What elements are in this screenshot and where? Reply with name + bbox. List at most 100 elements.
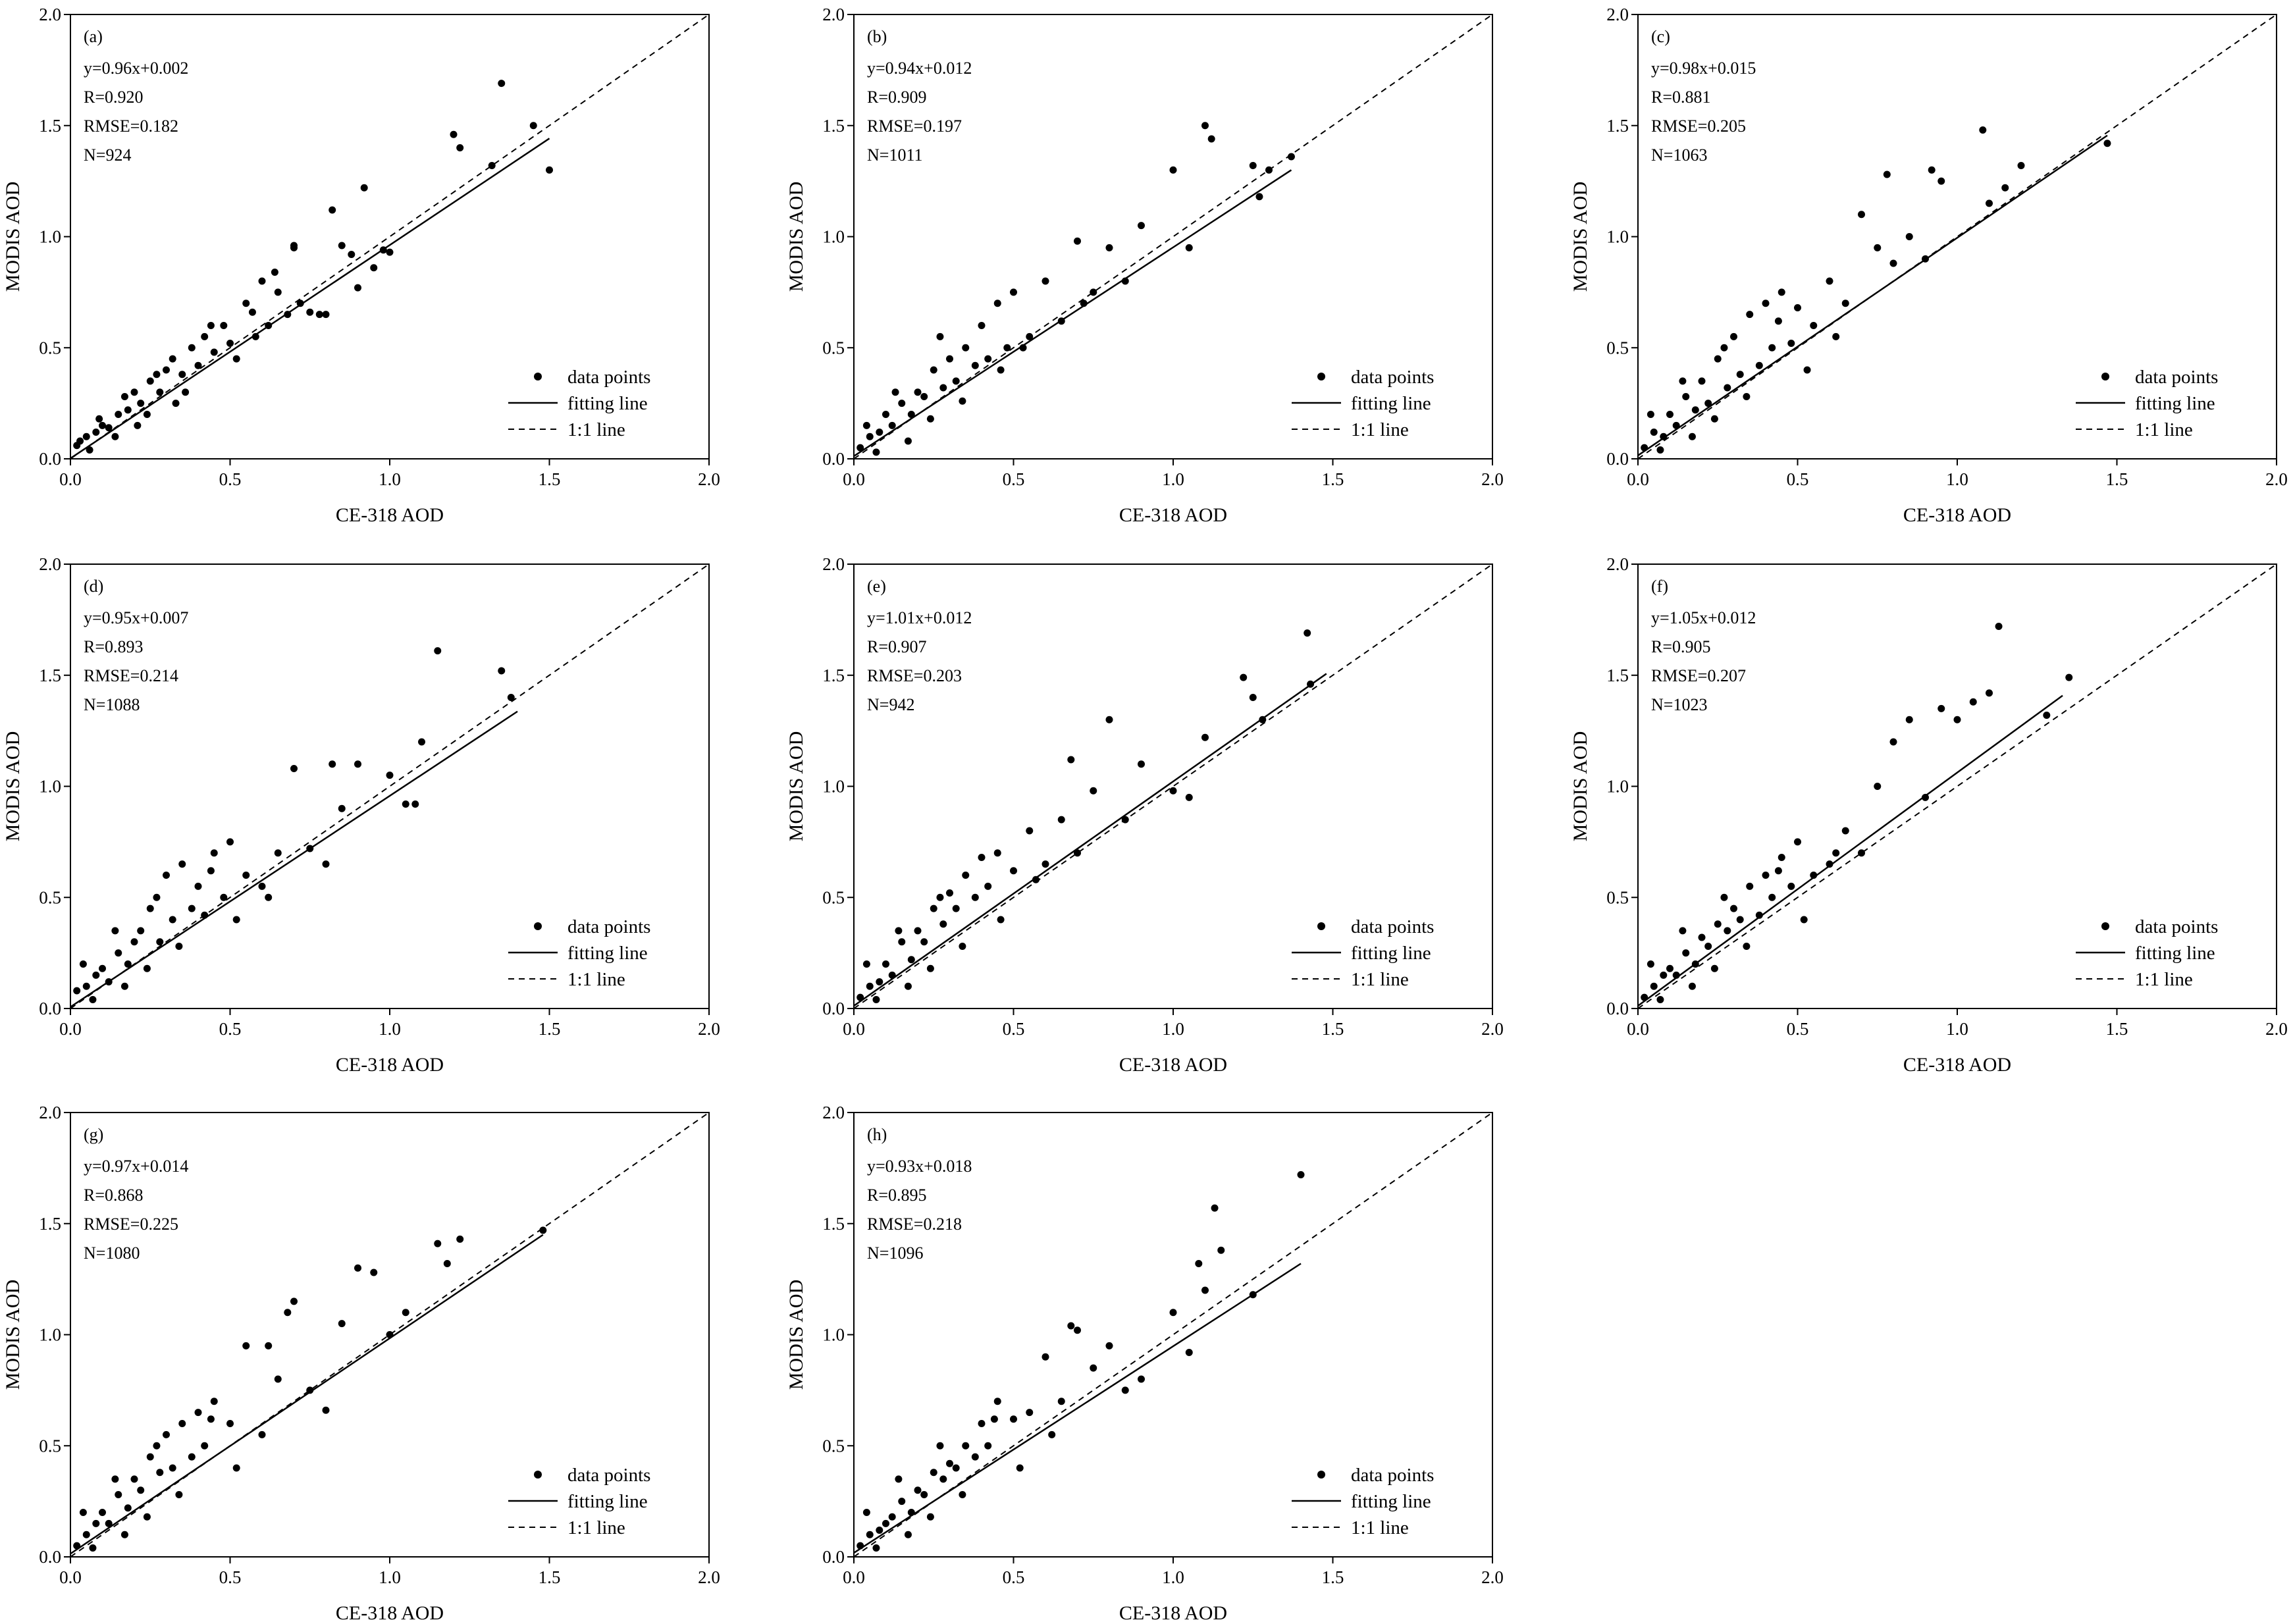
data-point bbox=[338, 242, 346, 249]
x-tick-label: 1.5 bbox=[539, 1567, 561, 1587]
data-point bbox=[895, 927, 903, 935]
data-point bbox=[354, 760, 361, 768]
data-point bbox=[210, 849, 218, 857]
data-point bbox=[904, 437, 912, 445]
regression-equation: y=0.96x+0.002 bbox=[84, 59, 188, 78]
data-point bbox=[936, 893, 944, 901]
data-point bbox=[207, 1415, 215, 1423]
y-tick-label: 0.5 bbox=[1606, 338, 1629, 357]
data-point bbox=[82, 1531, 90, 1538]
data-point bbox=[1774, 317, 1782, 325]
data-point bbox=[1704, 400, 1712, 407]
rmse-value: RMSE=0.225 bbox=[84, 1215, 178, 1234]
scatter-panel-h: 0.0 0.5 1.0 1.5 2.0 0.0 0.5 1.0 1.5 2.0 CE-318 AOD… bbox=[785, 1103, 1504, 1624]
data-point bbox=[156, 388, 164, 396]
y-tick-label: 1.0 bbox=[822, 777, 845, 797]
data-point bbox=[290, 1297, 298, 1305]
data-point bbox=[82, 432, 90, 440]
data-point bbox=[1826, 860, 1833, 868]
x-tick-label: 1.0 bbox=[379, 1567, 401, 1587]
correlation-r: R=0.868 bbox=[84, 1186, 144, 1205]
data-point bbox=[1650, 982, 1658, 990]
legend-point-marker bbox=[534, 373, 542, 380]
legend-one-to-one: 1:1 line bbox=[567, 969, 625, 990]
data-point bbox=[169, 916, 176, 924]
panel-label: (b) bbox=[867, 27, 887, 46]
correlation-r: R=0.907 bbox=[867, 637, 927, 656]
data-point bbox=[1979, 126, 1987, 134]
data-point bbox=[984, 1442, 992, 1450]
data-point bbox=[914, 927, 922, 935]
data-point bbox=[1928, 166, 1936, 174]
data-point bbox=[872, 1544, 880, 1552]
y-tick-label: 1.0 bbox=[39, 777, 61, 797]
sample-count: N=1088 bbox=[84, 695, 140, 714]
data-point bbox=[997, 916, 1005, 924]
data-point bbox=[1704, 943, 1712, 950]
data-point bbox=[2017, 162, 2025, 169]
y-tick-label: 0.5 bbox=[39, 1436, 61, 1455]
data-point bbox=[386, 248, 394, 256]
data-point bbox=[1787, 340, 1795, 347]
data-point bbox=[251, 332, 259, 340]
legend-point-marker bbox=[534, 1471, 542, 1479]
data-point bbox=[210, 348, 218, 356]
data-point bbox=[926, 415, 934, 423]
data-point bbox=[1720, 893, 1728, 901]
one-to-one-line bbox=[853, 1112, 1493, 1558]
x-tick-label: 1.0 bbox=[1946, 469, 1968, 489]
data-point bbox=[1730, 332, 1737, 340]
x-tick-label: 0.5 bbox=[1003, 1019, 1025, 1039]
data-point bbox=[1883, 170, 1891, 178]
rmse-value: RMSE=0.218 bbox=[867, 1215, 962, 1234]
data-point bbox=[498, 667, 506, 675]
data-point bbox=[1937, 704, 1945, 712]
data-point bbox=[1255, 193, 1263, 201]
one-to-one-line bbox=[853, 14, 1493, 459]
x-tick-label: 0.5 bbox=[1787, 1019, 1809, 1039]
data-point bbox=[370, 264, 378, 272]
x-tick-label: 0.0 bbox=[843, 1019, 865, 1039]
data-point bbox=[2043, 712, 2051, 719]
y-tick-label: 1.5 bbox=[822, 666, 845, 685]
data-point bbox=[895, 1475, 903, 1483]
data-point bbox=[959, 397, 966, 405]
data-point bbox=[434, 647, 442, 655]
data-point bbox=[898, 1498, 906, 1506]
data-point bbox=[914, 1486, 922, 1494]
data-point bbox=[962, 1442, 970, 1450]
data-point bbox=[95, 415, 103, 423]
fitting-line bbox=[1637, 694, 2063, 1007]
data-point bbox=[306, 1386, 314, 1394]
data-point bbox=[1787, 882, 1795, 890]
legend-data-points: data points bbox=[567, 1465, 650, 1486]
y-tick-label: 2.0 bbox=[822, 554, 845, 574]
regression-equation: y=0.98x+0.015 bbox=[1651, 59, 1756, 78]
data-point bbox=[1026, 332, 1034, 340]
data-point bbox=[1714, 920, 1722, 928]
legend-point-marker bbox=[2101, 922, 2109, 930]
regression-equation: y=0.97x+0.014 bbox=[84, 1157, 188, 1176]
data-point bbox=[2103, 140, 2111, 147]
data-point bbox=[1201, 1286, 1209, 1294]
legend-one-to-one: 1:1 line bbox=[1351, 1517, 1409, 1538]
data-point bbox=[914, 388, 922, 396]
data-point bbox=[1217, 1246, 1225, 1254]
data-point bbox=[936, 332, 944, 340]
x-tick-label: 1.5 bbox=[1322, 469, 1344, 489]
data-point bbox=[1710, 964, 1718, 972]
x-tick-label: 0.0 bbox=[59, 469, 82, 489]
legend-data-points: data points bbox=[1351, 1465, 1434, 1486]
data-point bbox=[124, 960, 132, 968]
y-tick-label: 1.0 bbox=[822, 227, 845, 247]
data-point bbox=[163, 872, 170, 879]
data-point bbox=[137, 1486, 145, 1494]
data-point bbox=[920, 393, 928, 400]
data-point bbox=[529, 122, 537, 130]
data-point bbox=[930, 366, 937, 374]
data-point bbox=[876, 429, 883, 436]
data-point bbox=[115, 411, 122, 418]
x-axis-label: CE-318 AOD bbox=[336, 1054, 444, 1076]
data-point bbox=[1800, 916, 1808, 924]
y-axis-label: MODIS AOD bbox=[785, 1280, 807, 1390]
